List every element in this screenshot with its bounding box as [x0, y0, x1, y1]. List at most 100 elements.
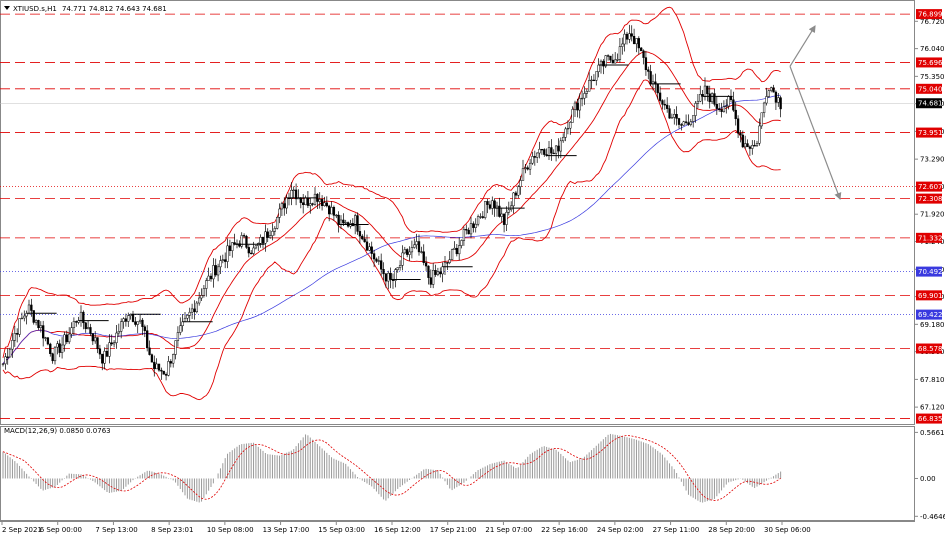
level-tag: [916, 83, 942, 94]
candle-body: [625, 33, 629, 40]
candle-body: [432, 270, 435, 285]
time-tick-label: 16 Sep 12:00: [374, 526, 421, 534]
candle-body: [179, 325, 182, 333]
candle-body: [46, 337, 50, 345]
candle-body: [183, 317, 187, 323]
candle-body: [131, 314, 135, 322]
menu-triangle-icon[interactable]: [4, 6, 10, 10]
candle-body: [592, 79, 596, 82]
candle-body: [344, 222, 347, 224]
candle-body: [193, 308, 196, 313]
candle-body: [460, 240, 463, 246]
time-tick-label: 17 Sep 21:00: [430, 526, 477, 534]
candle-body: [564, 128, 567, 138]
candle-body: [309, 203, 312, 206]
candle-body: [39, 325, 42, 329]
candle-body: [209, 275, 213, 280]
candle-body: [406, 249, 409, 255]
candle-body: [117, 331, 120, 334]
candle-body: [337, 214, 340, 225]
level-tag: [916, 266, 942, 277]
candle-body: [684, 121, 688, 123]
candle-body: [380, 260, 383, 270]
candle-body: [696, 100, 700, 104]
candle-body: [439, 271, 442, 275]
candle-body: [484, 201, 487, 218]
candle-body: [363, 238, 366, 243]
candle-body: [254, 245, 258, 249]
candle-body: [550, 147, 553, 154]
candle-body: [427, 265, 430, 278]
candle-body: [429, 277, 432, 285]
price-tick-label: 76.040: [920, 45, 945, 53]
candle-body: [656, 83, 659, 94]
candle-body: [692, 115, 695, 122]
candle-body: [176, 332, 180, 341]
candle-body: [134, 321, 137, 325]
slow-ma: [2, 94, 781, 365]
candle-body: [777, 97, 780, 103]
candle-body: [103, 350, 106, 364]
candle-body: [505, 212, 508, 225]
candle-body: [521, 168, 525, 181]
candle-body: [774, 91, 778, 103]
candle-body: [219, 260, 222, 268]
candle-body: [420, 251, 423, 253]
candle-body: [718, 108, 721, 110]
candle-body: [394, 269, 397, 281]
candle-body: [365, 241, 369, 251]
candle-body: [590, 79, 593, 82]
macd-axis: 0.5661 0.00 -0.4646: [915, 429, 945, 521]
candle-body: [195, 302, 198, 313]
candle-body: [486, 201, 489, 205]
candle-body: [448, 259, 451, 263]
candle-body: [112, 342, 116, 345]
candle-body: [552, 152, 555, 155]
candle-body: [141, 319, 144, 327]
macd-tick-label: 0.00: [920, 475, 936, 483]
candle-body: [748, 146, 752, 149]
candle-body: [79, 311, 83, 321]
candle-body: [588, 80, 591, 92]
candle-body: [56, 343, 59, 348]
candle-body: [762, 102, 766, 114]
level-tag: [916, 57, 942, 68]
candle-body: [517, 186, 520, 196]
candle-body: [233, 242, 236, 245]
candle-body: [278, 208, 281, 218]
candle-body: [387, 272, 390, 282]
candle-body: [358, 231, 362, 237]
candle-body: [299, 197, 302, 203]
candle-body: [370, 246, 373, 254]
symbol-label: XTIUSD.s,H1: [13, 5, 57, 13]
candle-body: [403, 249, 406, 254]
candle-body: [623, 33, 626, 45]
candle-body: [640, 47, 643, 52]
candle-body: [115, 332, 118, 343]
candle-body: [578, 98, 581, 111]
candle-body: [84, 322, 87, 330]
candle-body: [292, 189, 295, 191]
candle-body: [739, 132, 742, 136]
candle-body: [174, 340, 177, 355]
candle-body: [467, 229, 470, 235]
level-tag-label: 75.696: [918, 59, 943, 67]
candle-body: [224, 259, 227, 262]
candle-body: [569, 122, 572, 129]
candle-body: [722, 106, 726, 112]
candle-body: [13, 333, 16, 341]
candle-body: [34, 320, 38, 323]
candle-body: [205, 280, 208, 289]
candle-body: [91, 333, 94, 342]
candle-body: [160, 369, 163, 372]
candle-body: [687, 122, 690, 125]
candle-body: [332, 207, 336, 216]
candle-body: [559, 140, 562, 152]
candle-body: [143, 326, 146, 331]
candle-body: [658, 92, 662, 101]
candle-body: [446, 262, 449, 264]
candle-body: [65, 334, 68, 343]
candle-body: [216, 266, 220, 276]
